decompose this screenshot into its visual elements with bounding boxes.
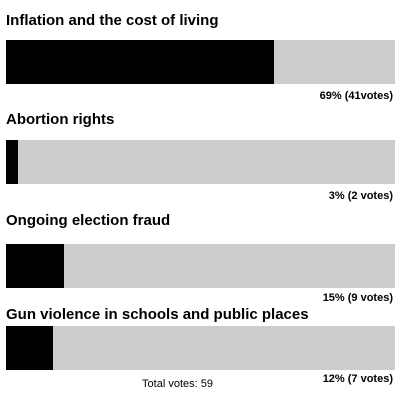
result-bar-inflation	[6, 40, 395, 84]
option-label-abortion-rights: Abortion rights	[6, 111, 115, 128]
result-text-inflation: 69% (41votes)	[319, 90, 393, 102]
result-text-abortion-rights: 3% (2 votes)	[328, 190, 393, 202]
result-bar-fill-election-fraud	[6, 244, 65, 288]
total-votes-text: Total votes: 59	[142, 378, 213, 390]
result-text-election-fraud: 15% (9 votes)	[322, 292, 393, 304]
result-bar-fill-abortion-rights	[6, 140, 18, 184]
result-bar-gun-violence	[6, 326, 395, 370]
total-votes: Total votes: 59	[0, 378, 395, 391]
option-label-election-fraud: Ongoing election fraud	[6, 212, 171, 229]
result-bar-election-fraud	[6, 244, 395, 288]
option-label-gun-violence: Gun violence in schools and public place…	[6, 306, 309, 323]
result-bar-fill-gun-violence	[6, 326, 53, 370]
result-bar-fill-inflation	[6, 40, 275, 84]
result-text-gun-violence: 12% (7 votes)	[322, 373, 393, 385]
result-bar-abortion-rights	[6, 140, 395, 184]
option-label-inflation: Inflation and the cost of living	[6, 12, 219, 29]
